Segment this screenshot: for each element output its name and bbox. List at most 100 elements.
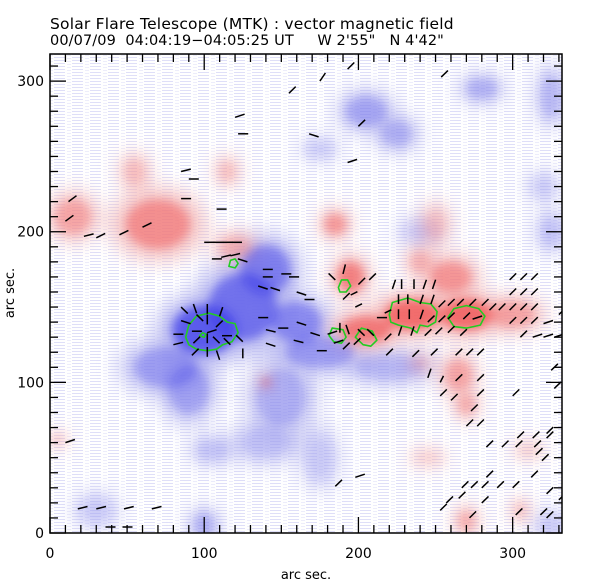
transverse-field-vector bbox=[431, 279, 437, 290]
transverse-field-vector bbox=[296, 291, 307, 296]
transverse-field-vector bbox=[385, 348, 394, 356]
transverse-field-vector bbox=[455, 348, 463, 356]
transverse-field-vector bbox=[347, 61, 355, 70]
transverse-field-vector bbox=[558, 495, 562, 501]
transverse-field-vector bbox=[350, 291, 358, 296]
negative-polarity-region bbox=[539, 73, 562, 119]
transverse-field-vector bbox=[410, 326, 415, 336]
positive-polarity-region bbox=[430, 261, 472, 293]
transverse-field-vector bbox=[519, 302, 528, 311]
transverse-field-vector bbox=[206, 328, 217, 334]
transverse-field-vector bbox=[218, 306, 224, 317]
positive-polarity-region bbox=[123, 157, 147, 186]
field-contour-negative-spot-north bbox=[228, 258, 239, 269]
x-tick-label: 100 bbox=[191, 546, 218, 562]
transverse-field-vector bbox=[257, 285, 268, 290]
transverse-field-vector bbox=[357, 328, 366, 337]
negative-polarity-region bbox=[240, 426, 292, 459]
transverse-field-vector bbox=[342, 342, 351, 350]
positive-polarity-region bbox=[413, 450, 442, 465]
transverse-field-vector bbox=[468, 298, 477, 307]
y-tick-label: 100 bbox=[17, 375, 44, 391]
transverse-field-vector bbox=[223, 337, 231, 346]
transverse-field-vector bbox=[195, 314, 204, 322]
transverse-field-vector bbox=[64, 214, 74, 222]
transverse-field-vector bbox=[459, 328, 468, 337]
transverse-field-vector bbox=[532, 431, 540, 439]
transverse-field-vector bbox=[333, 339, 344, 344]
transverse-field-vector bbox=[265, 328, 276, 333]
transverse-field-vector bbox=[353, 337, 362, 346]
transverse-field-vector bbox=[192, 336, 201, 344]
transverse-field-vector bbox=[342, 292, 351, 301]
transverse-field-vector bbox=[265, 342, 276, 348]
transverse-field-vector bbox=[142, 222, 152, 228]
transverse-field-vector bbox=[530, 470, 539, 478]
chart-title: Solar Flare Telescope (MTK) : vector mag… bbox=[50, 15, 454, 33]
transverse-field-vector bbox=[541, 453, 550, 462]
transverse-field-vector bbox=[445, 495, 454, 504]
transverse-field-vector bbox=[456, 298, 465, 307]
transverse-field-vector bbox=[424, 328, 432, 337]
transverse-field-vector bbox=[565, 417, 572, 424]
transverse-field-vector bbox=[270, 286, 281, 292]
transverse-field-vector bbox=[516, 431, 525, 439]
transverse-field-vector bbox=[234, 113, 245, 119]
positive-polarity-region bbox=[444, 359, 473, 391]
transverse-field-vector bbox=[439, 388, 448, 397]
transverse-field-vector bbox=[96, 505, 107, 510]
transverse-field-vector bbox=[221, 254, 232, 259]
transverse-field-vector bbox=[384, 333, 392, 341]
transverse-field-vector bbox=[481, 480, 490, 489]
transverse-field-vector bbox=[512, 480, 520, 489]
transverse-field-vector bbox=[530, 316, 539, 325]
transverse-field-vector bbox=[310, 331, 321, 337]
transverse-field-vector bbox=[468, 510, 477, 519]
transverse-field-vector bbox=[391, 279, 397, 290]
negative-polarity-region bbox=[285, 336, 355, 369]
transverse-field-vector bbox=[543, 333, 554, 338]
negative-polarity-region bbox=[465, 77, 498, 100]
negative-polarity-region bbox=[167, 365, 210, 415]
positive-polarity-region bbox=[489, 301, 536, 329]
transverse-field-vector bbox=[430, 294, 435, 305]
field-contour-positive-pore-b bbox=[354, 327, 378, 348]
transverse-field-vector bbox=[519, 330, 528, 338]
transverse-field-vector bbox=[427, 315, 436, 323]
transverse-field-vector bbox=[434, 327, 443, 335]
y-axis-label: arc sec. bbox=[3, 268, 18, 318]
transverse-field-vector bbox=[438, 315, 446, 323]
transverse-field-vector bbox=[439, 503, 448, 511]
positive-polarity-region bbox=[218, 235, 252, 259]
chart-subtitle: 00/07/09 04:04:19−04:05:25 UT W 2'55" N … bbox=[50, 33, 444, 49]
transverse-field-vector bbox=[77, 505, 88, 510]
transverse-field-vector bbox=[215, 320, 224, 328]
transverse-field-vector bbox=[470, 480, 479, 489]
transverse-field-vector bbox=[345, 324, 350, 335]
transverse-field-vector bbox=[180, 306, 189, 315]
transverse-field-vector bbox=[498, 302, 506, 311]
negative-polarity-region bbox=[531, 175, 556, 198]
negative-polarity-region bbox=[345, 95, 387, 128]
transverse-field-vector bbox=[319, 72, 327, 82]
positive-polarity-region bbox=[323, 212, 347, 236]
transverse-field-vector bbox=[546, 431, 554, 439]
transverse-field-vector bbox=[368, 272, 377, 281]
positive-polarity-region bbox=[457, 509, 476, 533]
transverse-field-vector bbox=[180, 168, 191, 173]
transverse-field-vector bbox=[501, 440, 510, 448]
transverse-field-vector bbox=[546, 486, 554, 495]
transverse-field-vector bbox=[354, 303, 363, 308]
x-axis-label: arc sec. bbox=[281, 568, 331, 583]
transverse-field-vector bbox=[83, 233, 94, 238]
transverse-field-vector bbox=[293, 339, 304, 344]
positive-polarity-region bbox=[336, 261, 365, 293]
transverse-field-vector bbox=[481, 298, 490, 307]
transverse-field-vector bbox=[515, 440, 523, 448]
transverse-field-vector bbox=[465, 348, 474, 356]
positive-polarity-region bbox=[125, 199, 191, 250]
positive-polarity-region bbox=[261, 377, 271, 387]
positive-polarity-region bbox=[457, 393, 476, 417]
transverse-field-vector bbox=[419, 294, 425, 305]
